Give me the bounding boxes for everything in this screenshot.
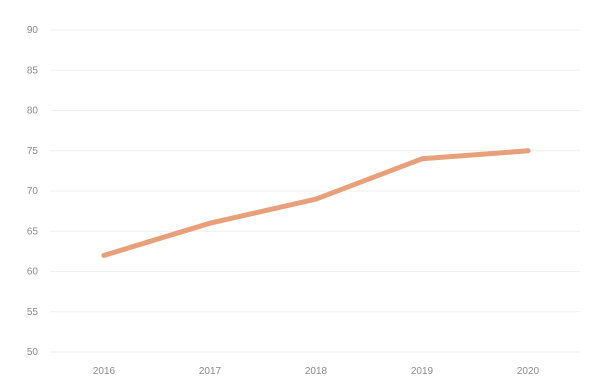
series-layer [101, 148, 531, 258]
y-tick-label: 55 [27, 307, 39, 318]
y-axis-ticks: 50 55 60 65 70 75 80 85 90 [27, 25, 39, 358]
x-tick-label: 2016 [93, 366, 116, 377]
y-tick-label: 90 [27, 25, 39, 36]
y-tick-label: 85 [27, 65, 39, 76]
x-tick-label: 2017 [199, 366, 222, 377]
y-tick-label: 70 [27, 186, 39, 197]
y-tick-label: 50 [27, 347, 39, 358]
y-tick-label: 75 [27, 146, 39, 157]
y-tick-label: 65 [27, 226, 39, 237]
x-axis-ticks: 2016 2017 2018 2019 2020 [93, 366, 540, 377]
data-point-2020 [525, 148, 531, 154]
data-point-2019 [419, 156, 425, 162]
data-point-2018 [313, 196, 319, 202]
data-point-2017 [207, 220, 213, 226]
data-point-2016 [101, 252, 107, 258]
y-tick-label: 60 [27, 267, 39, 278]
series-line-0 [101, 148, 531, 258]
grid-layer [50, 29, 580, 353]
y-tick-label: 80 [27, 106, 39, 117]
x-tick-label: 2018 [305, 366, 328, 377]
x-tick-label: 2019 [411, 366, 434, 377]
x-tick-label: 2020 [517, 366, 540, 377]
